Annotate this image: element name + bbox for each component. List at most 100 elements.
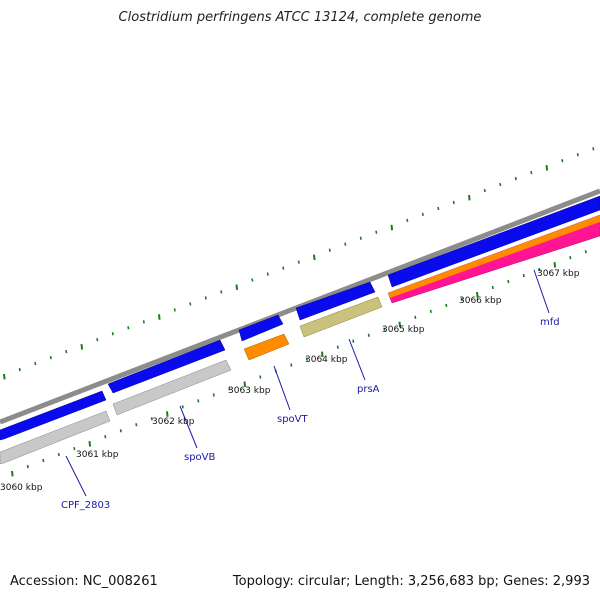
gene-label: mfd (540, 317, 560, 328)
major-tick (476, 291, 479, 298)
pointer-spovt (273, 365, 291, 411)
minor-tick (150, 417, 153, 421)
cds-feature-5 (387, 195, 600, 288)
minor-tick (111, 332, 114, 336)
gene-label: prsA (357, 384, 380, 395)
major-tick (243, 381, 247, 387)
orange-feature (243, 333, 290, 361)
minor-tick (173, 308, 176, 312)
gray-feature-2 (112, 359, 232, 416)
cds-feature-3 (238, 314, 284, 342)
minor-tick (181, 405, 184, 409)
minor-tick (491, 285, 494, 290)
minor-tick (228, 387, 231, 391)
major-tick (235, 284, 239, 290)
position-label: 3067 kbp (537, 269, 580, 279)
minor-tick (414, 315, 417, 320)
position-label: 3061 kbp (76, 450, 119, 460)
position-label: 3063 kbp (228, 386, 271, 396)
minor-tick (375, 230, 378, 234)
major-tick (321, 351, 324, 358)
minor-tick (359, 236, 362, 240)
gene-label: CPF_2803 (61, 500, 110, 511)
major-tick (313, 254, 316, 261)
orange-stripe-feature (388, 215, 600, 298)
minor-tick (49, 355, 52, 360)
minor-tick (65, 349, 68, 354)
minor-tick (266, 272, 269, 276)
major-tick (390, 224, 394, 231)
minor-tick (127, 326, 130, 330)
pointer-spovb (179, 405, 198, 449)
minor-tick (220, 290, 223, 294)
minor-tick (297, 260, 300, 264)
minor-tick (421, 212, 424, 217)
minor-tick (204, 296, 207, 300)
tick-marks (3, 147, 595, 477)
minor-tick (576, 153, 579, 157)
topology-text: Topology: circular; Length: 3,256,683 bp… (232, 574, 590, 589)
minor-tick (429, 309, 432, 314)
major-tick (158, 314, 161, 320)
minor-tick (305, 357, 308, 361)
accession-text: Accession: NC_008261 (10, 574, 158, 589)
minor-tick (259, 375, 262, 379)
position-label: 3062 kbp (152, 417, 195, 427)
position-label: 3060 kbp (0, 483, 43, 493)
minor-tick (73, 446, 76, 451)
minor-tick (212, 393, 215, 397)
cds-feature-1 (0, 390, 107, 441)
position-label: 3066 kbp (459, 296, 502, 306)
minor-tick (592, 147, 595, 151)
major-tick (398, 321, 402, 328)
minor-tick (26, 464, 29, 469)
major-tick (88, 441, 92, 447)
cds-feature-2 (107, 339, 226, 394)
minor-tick (584, 250, 587, 254)
minor-tick (569, 256, 572, 260)
major-tick (553, 262, 557, 268)
minor-tick (507, 279, 510, 284)
major-tick (468, 194, 471, 201)
map-title: Clostridium perfringens ATCC 13124, comp… (118, 10, 482, 25)
gene-label: spoVT (277, 414, 309, 425)
major-tick (545, 165, 549, 171)
minor-tick (18, 367, 21, 372)
minor-tick (104, 435, 107, 439)
minor-tick (119, 429, 122, 433)
minor-tick (96, 338, 99, 342)
major-tick (11, 470, 14, 477)
minor-tick (522, 273, 525, 278)
position-label: 3065 kbp (382, 325, 425, 335)
pointer-prsa (348, 338, 366, 381)
minor-tick (142, 320, 145, 324)
minor-tick (367, 333, 370, 337)
gene-label: spoVB (184, 452, 216, 463)
position-label: 3064 kbp (305, 355, 348, 365)
minor-tick (135, 423, 138, 427)
minor-tick (290, 363, 293, 367)
minor-tick (514, 176, 517, 181)
minor-tick (282, 266, 285, 270)
minor-tick (197, 399, 200, 403)
minor-tick (42, 458, 45, 463)
pointer-mfd (533, 269, 550, 314)
minor-tick (328, 248, 331, 252)
minor-tick (452, 200, 455, 205)
minor-tick (352, 339, 355, 343)
minor-tick (445, 303, 448, 308)
minor-tick (344, 242, 347, 246)
minor-tick (383, 327, 386, 331)
minor-tick (538, 267, 541, 272)
minor-tick (406, 218, 409, 223)
minor-tick (530, 170, 533, 175)
khaki-feature (299, 296, 383, 338)
minor-tick (57, 452, 60, 457)
major-tick (80, 344, 84, 350)
gray-feature-1 (0, 410, 111, 465)
minor-tick (437, 206, 440, 211)
minor-tick (460, 297, 463, 302)
minor-tick (189, 302, 192, 306)
minor-tick (336, 345, 339, 349)
